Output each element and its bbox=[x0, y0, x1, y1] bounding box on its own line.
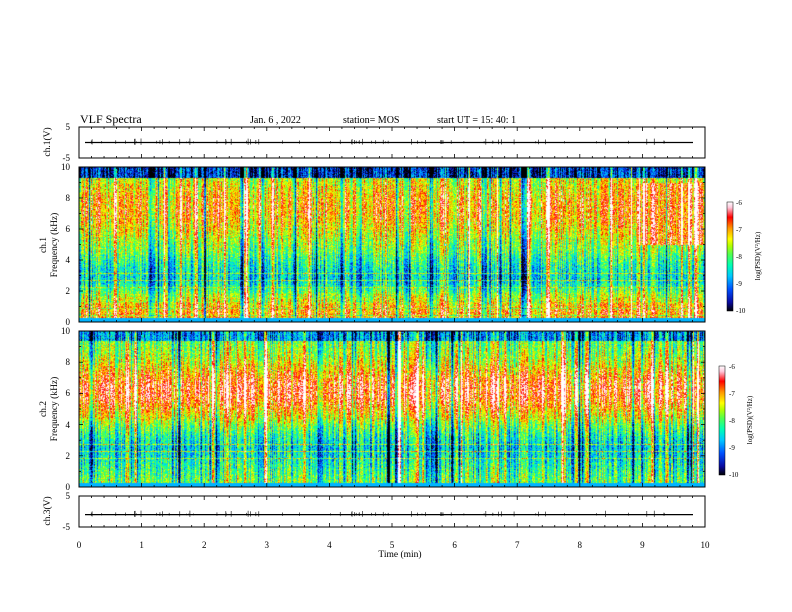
ch2-ytick-8: 8 bbox=[66, 357, 71, 367]
start-time-label: start UT = 15: 40: 1 bbox=[437, 115, 516, 126]
ch1-voltage-trace bbox=[85, 138, 693, 145]
ch1-spectrogram-image bbox=[79, 167, 705, 322]
ch2-cb-tick-m7: -7 bbox=[729, 390, 735, 398]
ch3-ytick-top: 5 bbox=[66, 491, 71, 501]
date-label: Jan. 6 , 2022 bbox=[250, 115, 301, 126]
ch2-cb-tick-m10: -10 bbox=[729, 471, 739, 479]
ch1-ytick-top: 5 bbox=[66, 122, 71, 132]
x-tick-label: 9 bbox=[640, 540, 645, 550]
ch2-spectrogram-panel: 0 2 4 6 8 10 ch.2 Frequency (kHz) bbox=[39, 326, 706, 492]
ch2-colorbar-label: log(PSD)(V²/Hz) bbox=[746, 395, 754, 444]
x-tick-label: 8 bbox=[578, 540, 583, 550]
x-tick-label: 10 bbox=[701, 540, 711, 550]
ch1-voltage-panel: 5 -5 ch.1(V) bbox=[42, 122, 706, 163]
ch1-cb-tick-m8: -8 bbox=[736, 253, 742, 261]
ch2-cb-tick-m8: -8 bbox=[729, 417, 735, 425]
ch1-ytick-0: 0 bbox=[66, 317, 71, 327]
ch1-spectrogram-panel: 0 2 4 6 8 10 ch.1 Frequency (kHz) bbox=[39, 162, 706, 327]
ch1-channel-label: ch.1 bbox=[39, 237, 49, 253]
x-tick-label: 2 bbox=[202, 540, 207, 550]
x-tick-label: 6 bbox=[452, 540, 457, 550]
ch1-spectrogram-ticks bbox=[78, 166, 706, 323]
ch3-voltage-panel: 5 -5 ch.3(V) bbox=[42, 491, 706, 532]
x-tick-label: 4 bbox=[327, 540, 332, 550]
ch3-voltage-trace bbox=[85, 510, 693, 517]
ch2-colorbar: -6 -7 -8 -9 -10 log(PSD)(V²/Hz) bbox=[718, 363, 754, 479]
x-tick-label: 7 bbox=[515, 540, 520, 550]
figure-title: VLF Spectra bbox=[80, 112, 142, 126]
ch2-ytick-0: 0 bbox=[66, 482, 71, 492]
ch1-colorbar: -6 -7 -8 -9 -10 log(PSD)(V²/Hz) bbox=[726, 199, 762, 315]
ch3-voltage-ticks bbox=[78, 496, 706, 527]
ch3-ytick-bottom: -5 bbox=[63, 522, 71, 532]
ch1-colorbar-scale bbox=[726, 201, 734, 312]
x-axis-tick-labels: 0 1 2 3 4 5 6 7 8 9 10 bbox=[77, 540, 710, 550]
x-axis-label: Time (min) bbox=[378, 549, 421, 560]
ch2-colorbar-scale bbox=[718, 365, 726, 476]
ch1-ytick-6: 6 bbox=[66, 224, 71, 234]
ch3-voltage-ylabel: ch.3(V) bbox=[42, 496, 53, 525]
ch2-spectrogram-image bbox=[79, 331, 705, 487]
x-tick-label: 5 bbox=[390, 540, 395, 550]
ch2-spectrogram-ticks bbox=[78, 330, 706, 488]
ch2-ytick-6: 6 bbox=[66, 388, 71, 398]
ch1-voltage-ticks bbox=[78, 127, 706, 158]
ch1-ytick-4: 4 bbox=[66, 255, 71, 265]
ch1-frequency-ylabel: Frequency (kHz) bbox=[49, 213, 60, 278]
ch2-cb-tick-m6: -6 bbox=[729, 363, 735, 371]
x-tick-label: 1 bbox=[139, 540, 144, 550]
ch1-cb-tick-m7: -7 bbox=[736, 226, 742, 234]
ch3-voltage-frame bbox=[78, 495, 706, 528]
ch1-colorbar-label: log(PSD)(V²/Hz) bbox=[754, 231, 762, 280]
ch1-ytick-8: 8 bbox=[66, 193, 71, 203]
ch1-ytick-bottom: -5 bbox=[63, 153, 71, 163]
ch1-cb-tick-m10: -10 bbox=[736, 307, 746, 315]
ch1-cb-tick-m9: -9 bbox=[736, 280, 742, 288]
ch2-cb-tick-m9: -9 bbox=[729, 444, 735, 452]
ch1-ytick-10: 10 bbox=[61, 162, 71, 172]
x-tick-label: 0 bbox=[77, 540, 82, 550]
ch1-cb-tick-m6: -6 bbox=[736, 199, 742, 207]
ch2-frequency-ylabel: Frequency (kHz) bbox=[49, 377, 60, 442]
ch1-ytick-2: 2 bbox=[66, 286, 71, 296]
ch1-voltage-ylabel: ch.1(V) bbox=[42, 127, 53, 156]
station-label: station= MOS bbox=[343, 115, 399, 126]
x-tick-label: 3 bbox=[265, 540, 270, 550]
ch2-ytick-10: 10 bbox=[61, 326, 71, 336]
ch2-ytick-2: 2 bbox=[66, 451, 71, 461]
ch2-channel-label: ch.2 bbox=[39, 401, 49, 417]
ch2-ytick-4: 4 bbox=[66, 420, 71, 430]
